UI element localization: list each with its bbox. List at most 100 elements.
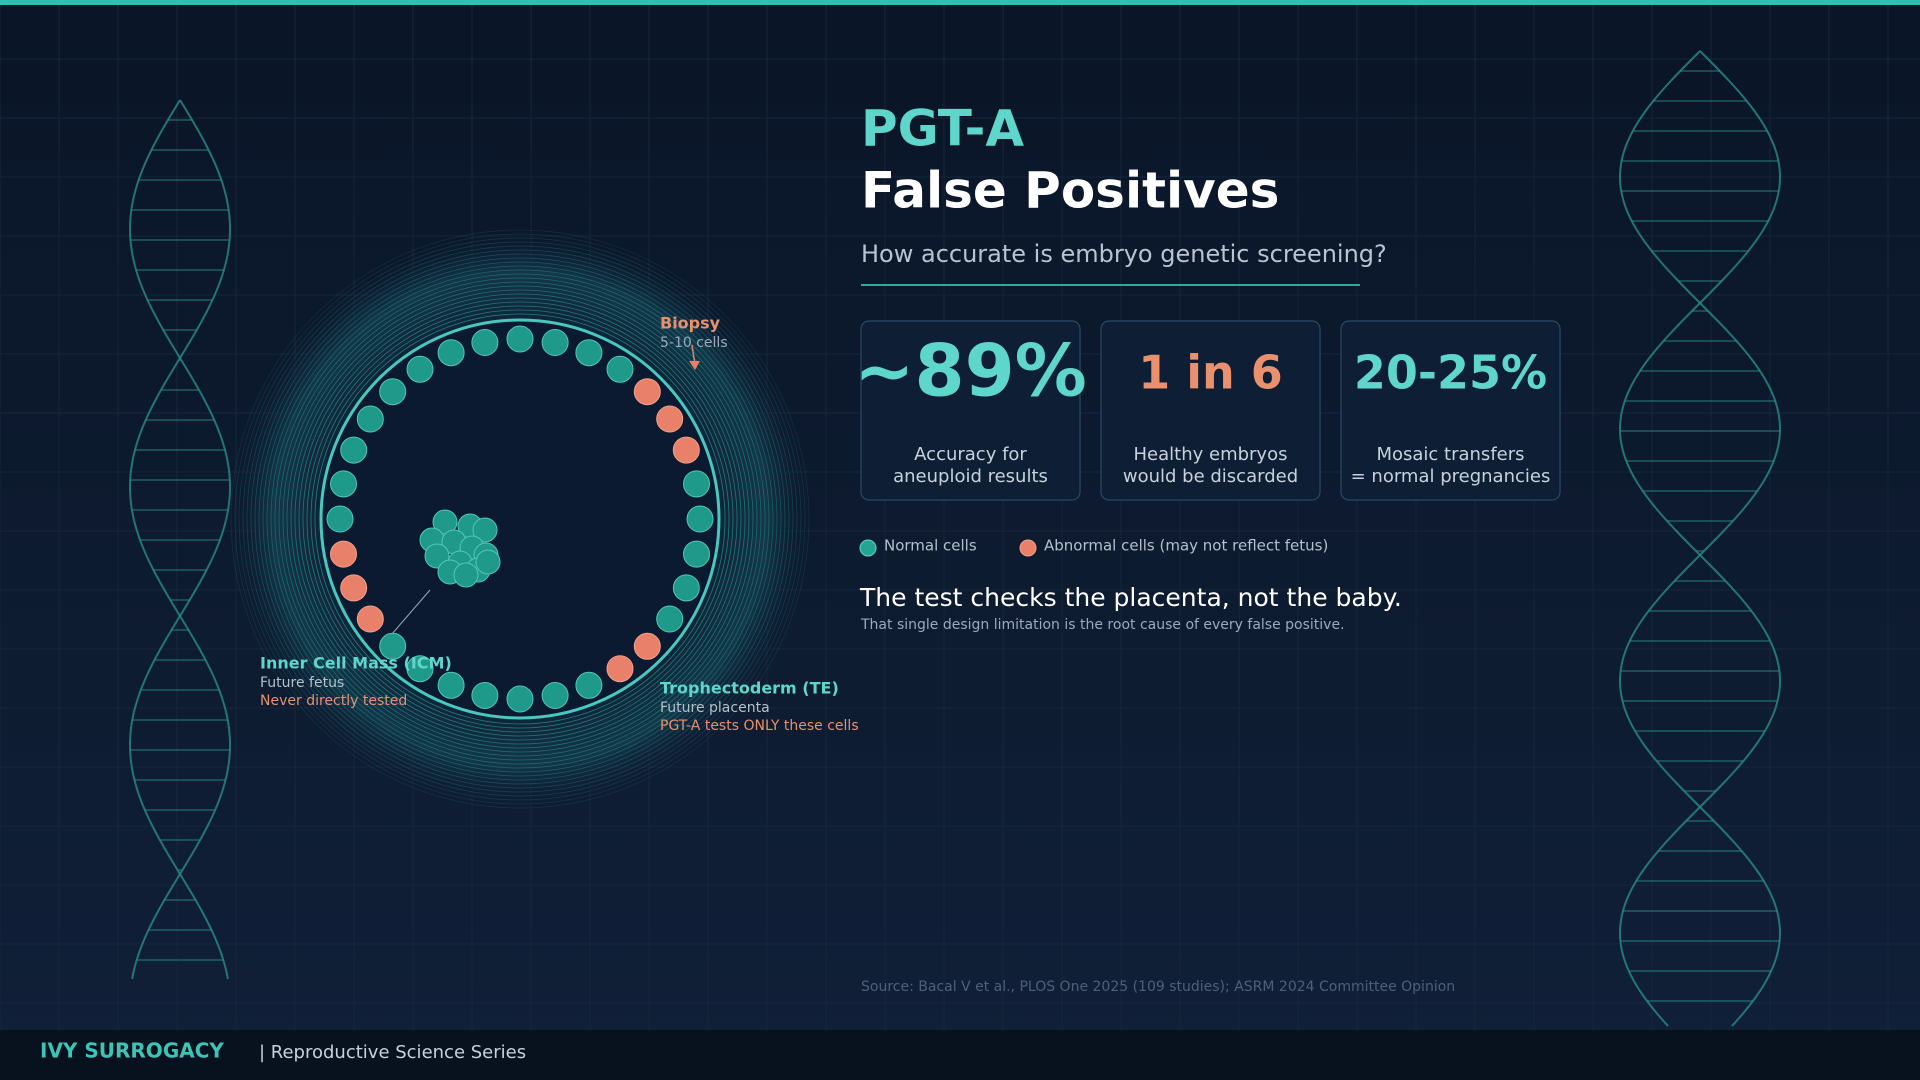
stat-label: aneuploid results bbox=[893, 466, 1048, 487]
zona-ring bbox=[230, 229, 810, 809]
stat-label: Mosaic transfers bbox=[1376, 444, 1524, 465]
stat-card bbox=[1340, 320, 1561, 501]
dna-strand bbox=[1618, 50, 1782, 1027]
te-cell bbox=[541, 682, 569, 709]
stat-label: would be discarded bbox=[1123, 466, 1298, 487]
zona-ring bbox=[310, 309, 730, 729]
zona-ring bbox=[302, 301, 738, 737]
dna-strand bbox=[128, 99, 232, 980]
footer-bar bbox=[0, 1030, 1920, 1080]
te-cell bbox=[326, 505, 354, 533]
te-cell bbox=[656, 605, 684, 633]
zona-ring bbox=[254, 253, 786, 785]
te-cell bbox=[437, 339, 465, 367]
legend-normal-dot bbox=[859, 539, 877, 557]
zona-ring bbox=[294, 293, 746, 745]
stat-label: = normal pregnancies bbox=[1351, 466, 1551, 487]
te-cell bbox=[406, 355, 434, 383]
te-cell bbox=[683, 540, 710, 568]
title-line2: False Positives bbox=[861, 162, 1279, 220]
te-line2: PGT-A tests ONLY these cells bbox=[660, 718, 859, 734]
legend-abnormal: Abnormal cells (may not reflect fetus) bbox=[1044, 537, 1328, 555]
stat-value: 20-25% bbox=[1354, 346, 1547, 400]
statement-detail: That single design limitation is the roo… bbox=[860, 617, 1345, 633]
footer-series: | Reproductive Science Series bbox=[259, 1042, 526, 1063]
zona-ring bbox=[250, 249, 790, 789]
zona-ring bbox=[258, 257, 782, 781]
te-cell bbox=[686, 505, 714, 533]
te-cell bbox=[606, 355, 634, 383]
legend-normal: Normal cells bbox=[884, 537, 977, 555]
te-line1: Future placenta bbox=[660, 700, 770, 716]
te-cell bbox=[541, 329, 569, 356]
zona-ring bbox=[234, 233, 806, 805]
zona-ring bbox=[290, 289, 750, 749]
zona-ring bbox=[274, 273, 766, 765]
abnormal-cell bbox=[340, 574, 368, 602]
zona-ring bbox=[242, 241, 798, 797]
abnormal-cell bbox=[606, 655, 634, 683]
blastocyst-wall bbox=[319, 318, 721, 720]
zona-ring bbox=[266, 265, 774, 773]
icm-title: Inner Cell Mass (ICM) bbox=[260, 654, 452, 673]
stat-label: Accuracy for bbox=[914, 444, 1027, 465]
biopsy-title: Biopsy bbox=[660, 314, 721, 333]
te-cell bbox=[471, 682, 499, 709]
zona-ring bbox=[278, 277, 762, 761]
dna-strand bbox=[128, 99, 232, 980]
stat-value: ~89% bbox=[854, 329, 1087, 413]
zona-rings bbox=[230, 229, 810, 809]
te-cell bbox=[330, 470, 357, 498]
te-cell bbox=[356, 405, 384, 433]
statement-headline: The test checks the placenta, not the ba… bbox=[859, 583, 1402, 612]
te-cell bbox=[471, 329, 499, 356]
icm-cell bbox=[475, 549, 501, 575]
footer-brand: IVY SURROGACY bbox=[40, 1039, 224, 1063]
zona-ring bbox=[282, 281, 758, 757]
source: Source: Bacal V et al., PLOS One 2025 (1… bbox=[861, 979, 1455, 995]
zona-ring bbox=[298, 297, 742, 741]
te-cell bbox=[437, 671, 465, 699]
zona-ring bbox=[314, 313, 726, 725]
stat-card bbox=[1100, 320, 1321, 501]
zona-ring bbox=[262, 261, 778, 777]
te-cell bbox=[379, 632, 407, 660]
icm-cell bbox=[453, 562, 479, 588]
te-title: Trophectoderm (TE) bbox=[660, 679, 839, 698]
te-cell bbox=[575, 671, 603, 699]
zona-ring bbox=[270, 269, 770, 769]
te-cell bbox=[506, 325, 534, 353]
icm-line2: Never directly tested bbox=[260, 693, 407, 709]
abnormal-cell bbox=[656, 405, 684, 433]
zona-ring bbox=[286, 285, 754, 753]
icm-cell bbox=[472, 517, 498, 543]
stat-label: Healthy embryos bbox=[1134, 444, 1288, 465]
zona-ring bbox=[238, 237, 802, 801]
icm-line1: Future fetus bbox=[260, 675, 344, 691]
dna-helices bbox=[128, 50, 1782, 1027]
te-cell bbox=[672, 574, 700, 602]
embryo-diagram bbox=[230, 229, 810, 809]
abnormal-cell bbox=[633, 632, 661, 660]
abnormal-cell bbox=[672, 436, 700, 464]
zona-ring bbox=[246, 245, 794, 793]
te-cell bbox=[575, 339, 603, 367]
legend-abnormal-dot bbox=[1019, 539, 1037, 557]
te-cell bbox=[379, 378, 407, 406]
zona-ring bbox=[306, 305, 734, 733]
stat-value: 1 in 6 bbox=[1138, 346, 1283, 400]
te-cell bbox=[506, 685, 534, 713]
te-cell bbox=[406, 655, 434, 683]
subtitle: How accurate is embryo genetic screening… bbox=[861, 240, 1387, 268]
abnormal-cell bbox=[633, 378, 661, 406]
te-cell bbox=[683, 470, 710, 498]
title-line1: PGT-A bbox=[861, 100, 1024, 158]
dna-strand bbox=[1618, 50, 1782, 1027]
top-bar bbox=[0, 0, 1920, 5]
biopsy-detail: 5-10 cells bbox=[660, 335, 728, 351]
biopsy-arrow bbox=[689, 361, 700, 370]
abnormal-cell bbox=[356, 605, 384, 633]
